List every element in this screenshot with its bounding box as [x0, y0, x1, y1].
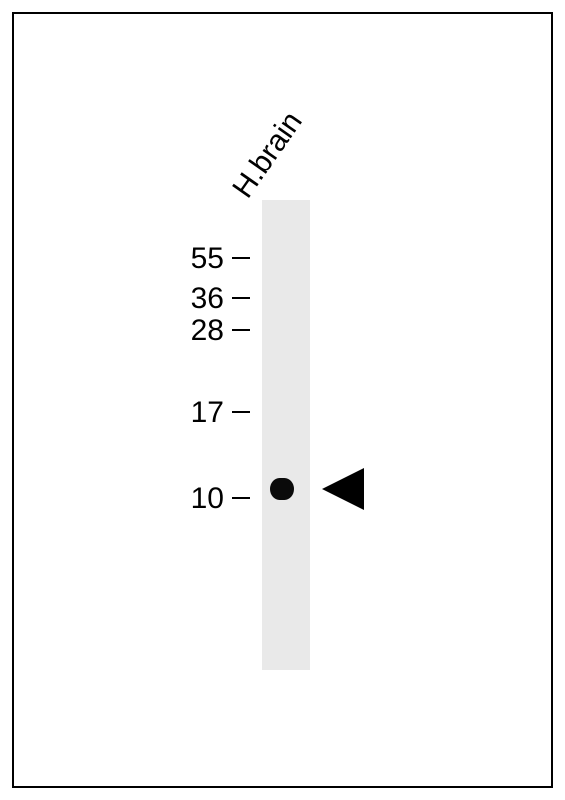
mw-tick: [232, 329, 250, 331]
blot-lane: [262, 200, 310, 670]
mw-tick: [232, 257, 250, 259]
band-indicator-arrow: [322, 468, 364, 510]
mw-label: 17: [191, 396, 224, 430]
mw-label: 55: [191, 242, 224, 276]
mw-label: 36: [191, 282, 224, 316]
band: [270, 478, 294, 500]
mw-tick: [232, 497, 250, 499]
mw-tick: [232, 411, 250, 413]
mw-tick: [232, 297, 250, 299]
mw-label: 28: [191, 314, 224, 348]
mw-label: 10: [191, 482, 224, 516]
